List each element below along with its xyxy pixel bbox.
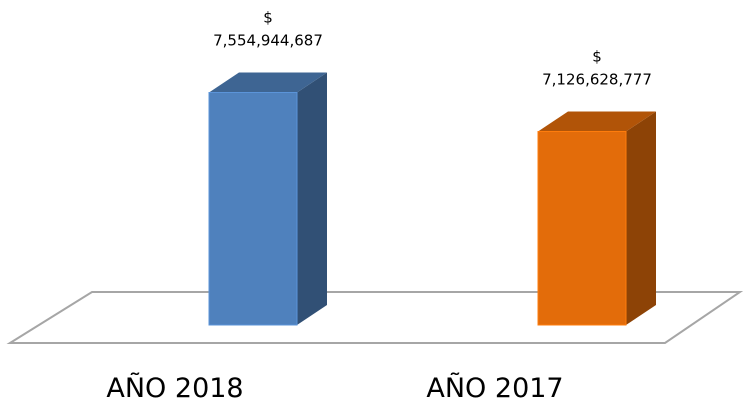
bar-top <box>538 111 656 132</box>
bar-front <box>208 92 298 326</box>
bar-side <box>626 111 656 326</box>
bar <box>208 72 327 326</box>
bar-side <box>297 72 327 325</box>
value-label: $7,126,628,777 <box>542 47 652 88</box>
x-tick-label: AÑO 2018 <box>106 372 243 400</box>
bar <box>537 111 656 326</box>
x-tick-label: AÑO 2017 <box>426 372 563 400</box>
bar-top <box>209 72 327 93</box>
value-label: $7,554,944,687 <box>213 9 323 50</box>
bar-front <box>537 130 627 326</box>
